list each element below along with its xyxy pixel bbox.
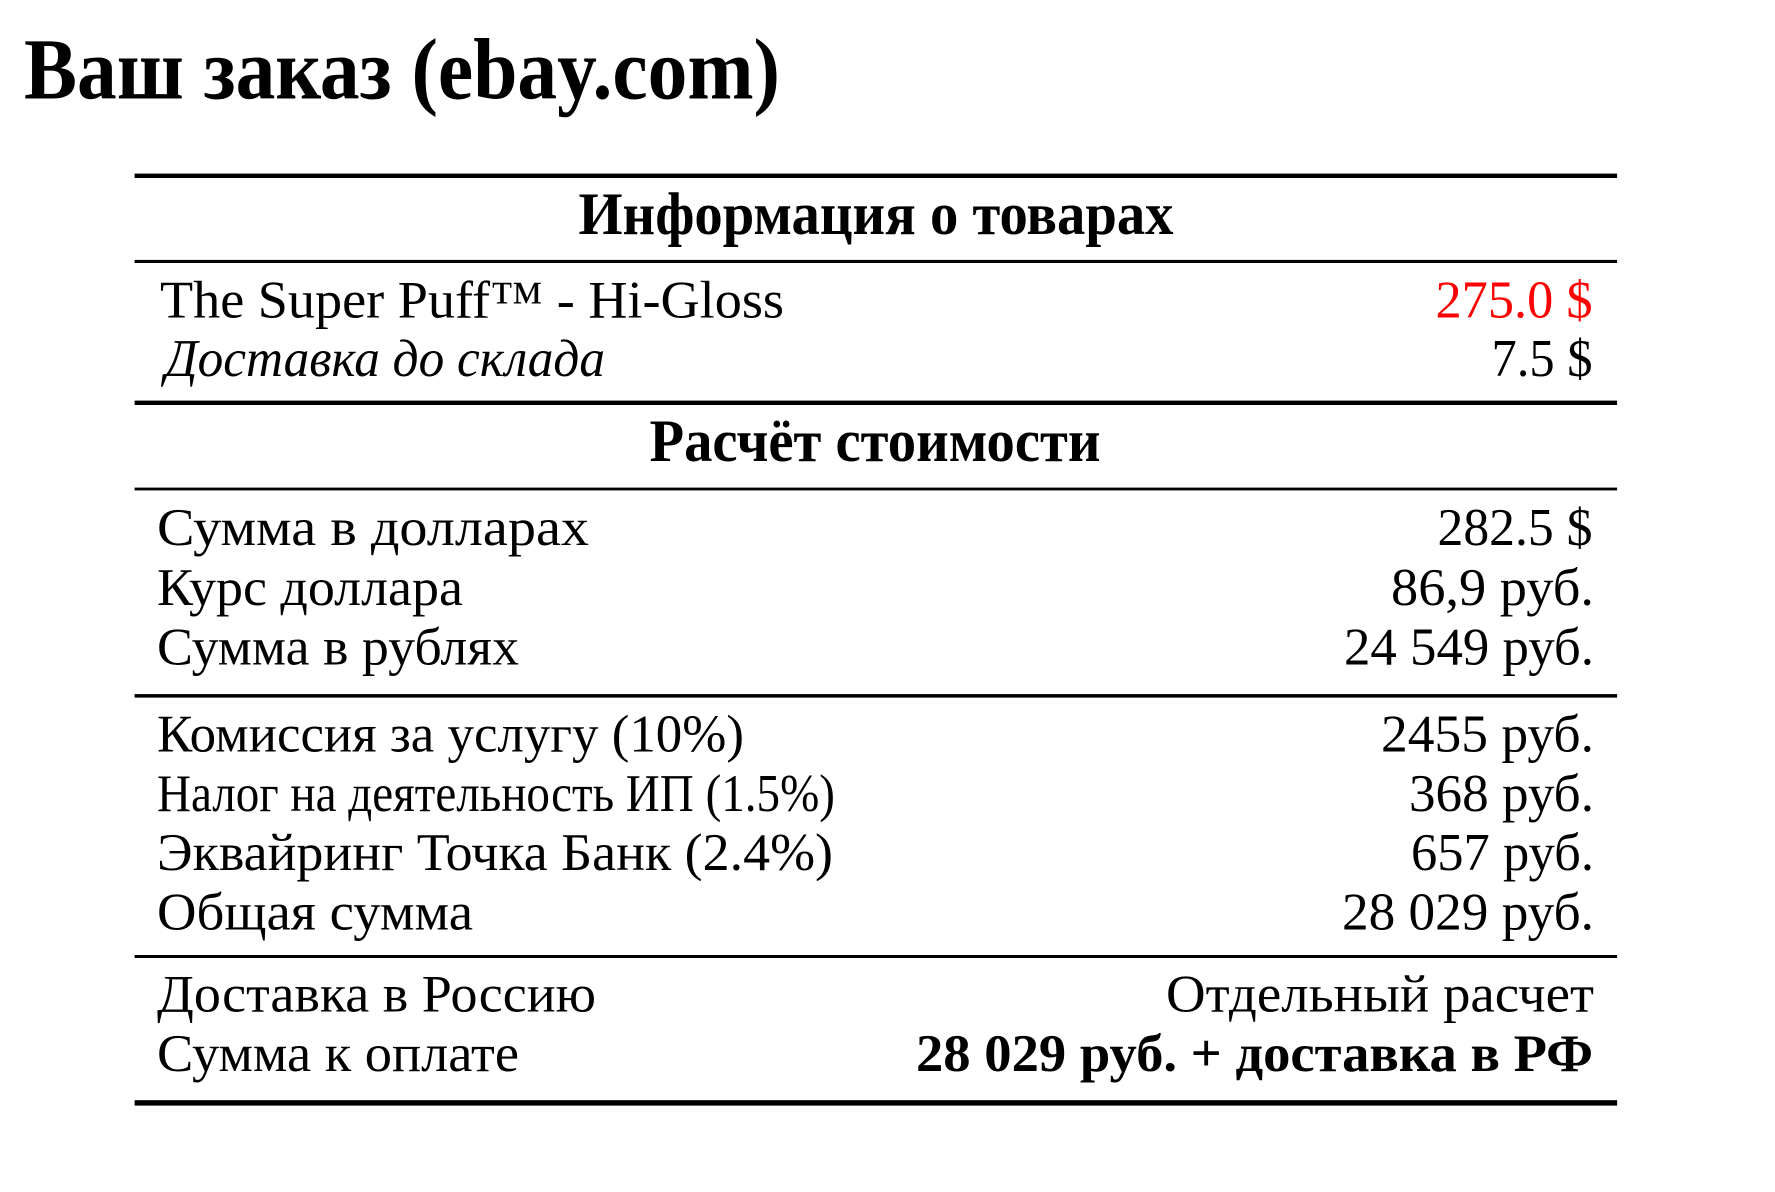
svg-text:86,9 руб.: 86,9 руб. xyxy=(1391,559,1594,617)
svg-text:Информация о товарах: Информация о товарах xyxy=(579,181,1174,247)
svg-text:Курс доллара: Курс доллара xyxy=(157,559,463,617)
svg-text:Общая сумма: Общая сумма xyxy=(157,884,473,942)
svg-text:657 руб.: 657 руб. xyxy=(1411,824,1594,882)
svg-text:Сумма в долларах: Сумма в долларах xyxy=(157,499,589,557)
svg-text:Эквайринг Точка Банк (2.4%): Эквайринг Точка Банк (2.4%) xyxy=(157,824,833,882)
svg-text:Сумма к оплате: Сумма к оплате xyxy=(157,1025,519,1083)
svg-text:275.0 $: 275.0 $ xyxy=(1436,271,1593,329)
svg-text:Сумма в рублях: Сумма в рублях xyxy=(157,618,519,676)
svg-text:Комиссия за услугу (10%): Комиссия за услугу (10%) xyxy=(157,706,744,764)
svg-text:Доставка до склада: Доставка до склада xyxy=(160,330,605,388)
svg-text:28 029 руб. + доставка в РФ: 28 029 руб. + доставка в РФ xyxy=(916,1025,1593,1083)
svg-text:2455 руб.: 2455 руб. xyxy=(1381,706,1594,764)
svg-text:282.5 $: 282.5 $ xyxy=(1438,499,1593,557)
svg-text:28 029 руб.: 28 029 руб. xyxy=(1342,884,1594,942)
svg-text:Отдельный расчет: Отдельный расчет xyxy=(1166,965,1594,1023)
svg-text:Налог на деятельность ИП (1.5%: Налог на деятельность ИП (1.5%) xyxy=(157,765,835,823)
svg-text:Расчёт стоимости: Расчёт стоимости xyxy=(650,408,1101,474)
svg-text:Доставка в Россию: Доставка в Россию xyxy=(157,965,596,1023)
svg-text:7.5 $: 7.5 $ xyxy=(1492,330,1593,388)
svg-text:24 549 руб.: 24 549 руб. xyxy=(1344,618,1594,676)
svg-text:The Super Puff™ - Hi-Gloss: The Super Puff™ - Hi-Gloss xyxy=(160,271,784,329)
svg-text:368 руб.: 368 руб. xyxy=(1409,765,1594,823)
svg-text:Ваш заказ (ebay.com): Ваш заказ (ebay.com) xyxy=(24,21,780,118)
